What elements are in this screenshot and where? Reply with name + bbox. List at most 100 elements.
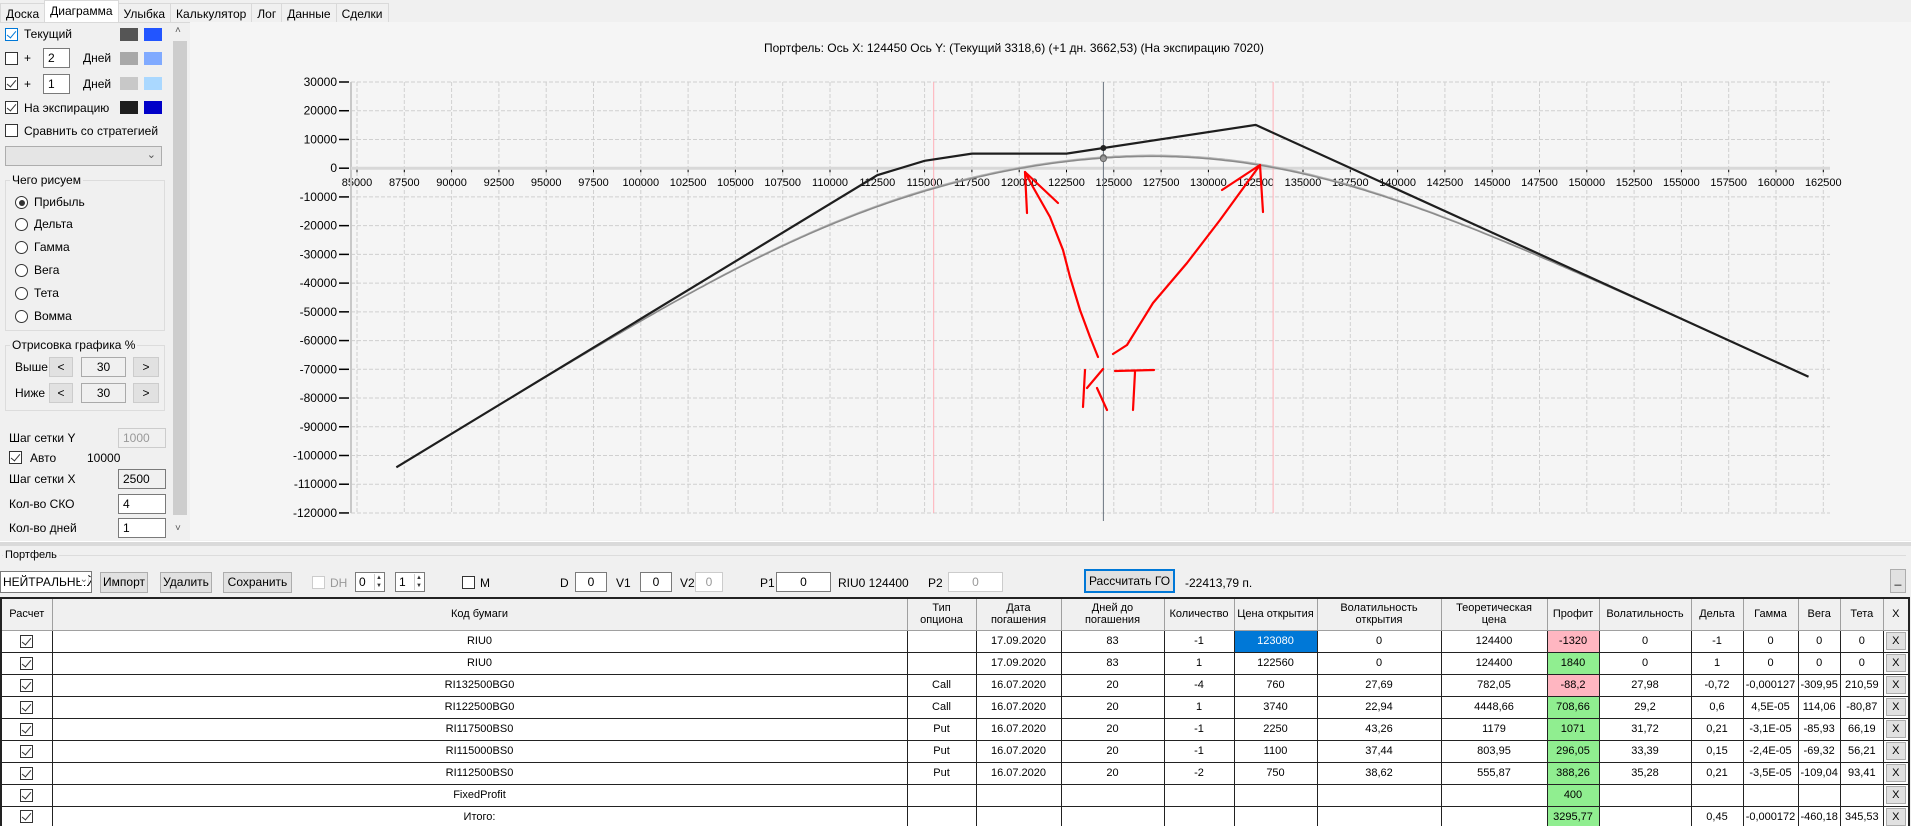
cell-1[interactable]: [906, 805, 977, 826]
profit-cell[interactable]: 400: [1546, 783, 1600, 807]
cell-4[interactable]: -2: [1163, 761, 1235, 785]
calc-checkbox[interactable]: [20, 744, 34, 758]
tab-board[interactable]: Доска: [0, 3, 46, 23]
calc-checkbox[interactable]: [20, 678, 34, 692]
remove-row-button[interactable]: X: [1885, 698, 1906, 716]
column-header[interactable]: Профит: [1546, 597, 1600, 631]
cell-3[interactable]: 20: [1060, 739, 1165, 763]
above-decrease-button[interactable]: <: [49, 357, 73, 377]
column-header[interactable]: Гамма: [1742, 597, 1799, 631]
column-header[interactable]: Дельта: [1690, 597, 1744, 631]
cell-1[interactable]: Call: [906, 695, 977, 719]
cell-10[interactable]: 0,21: [1690, 717, 1744, 741]
tab-log[interactable]: Лог: [251, 3, 283, 23]
cell-11[interactable]: -0,000172: [1742, 805, 1799, 826]
cell-6[interactable]: 38,62: [1316, 761, 1442, 785]
cell-11[interactable]: 0: [1742, 629, 1799, 653]
column-header[interactable]: Вега: [1797, 597, 1841, 631]
cell-12[interactable]: 0: [1797, 629, 1841, 653]
table-row[interactable]: RIU0 17.09.2020 83 -1 123080 0 124400 -1320 0 -1 0…: [0, 629, 1910, 653]
remove-cell[interactable]: X: [1882, 717, 1910, 741]
column-header[interactable]: Код бумаги: [51, 597, 908, 631]
column-header[interactable]: Расчет: [0, 597, 53, 631]
cell-11[interactable]: -2,4E-05: [1742, 739, 1799, 763]
remove-cell[interactable]: X: [1882, 651, 1910, 675]
cell-13[interactable]: 345,53: [1839, 805, 1884, 826]
grid-y-input[interactable]: 1000: [118, 428, 166, 448]
remove-cell[interactable]: X: [1882, 761, 1910, 785]
cell-13[interactable]: 66,19: [1839, 717, 1884, 741]
cell-1[interactable]: Put: [906, 761, 977, 785]
column-header[interactable]: Дата погашения: [975, 597, 1062, 631]
calc-cell[interactable]: [0, 651, 53, 675]
cell-6[interactable]: 0: [1316, 629, 1442, 653]
v1-input[interactable]: 0: [640, 572, 672, 592]
remove-row-button[interactable]: X: [1885, 632, 1906, 650]
cell-7[interactable]: [1440, 805, 1548, 826]
cell-12[interactable]: -85,93: [1797, 717, 1841, 741]
cell-4[interactable]: -4: [1163, 673, 1235, 697]
plus1-alt-color-swatch[interactable]: [144, 77, 162, 90]
cell-10[interactable]: [1690, 783, 1744, 807]
cell-10[interactable]: 0,45: [1690, 805, 1744, 826]
p2-input[interactable]: 0: [948, 572, 1003, 592]
cell-1[interactable]: Put: [906, 739, 977, 763]
cell-10[interactable]: 0,21: [1690, 761, 1744, 785]
calc-cell[interactable]: [0, 673, 53, 697]
tab-smile[interactable]: Улыбка: [117, 3, 172, 23]
calc-checkbox[interactable]: [20, 656, 34, 670]
cell-5[interactable]: 2250: [1233, 717, 1318, 741]
current-checkbox[interactable]: [5, 28, 18, 41]
remove-row-button[interactable]: X: [1885, 742, 1906, 760]
calc-checkbox[interactable]: [20, 722, 34, 736]
below-value[interactable]: 30: [81, 383, 126, 403]
cell-4[interactable]: -1: [1163, 629, 1235, 653]
minimize-button[interactable]: _: [1890, 569, 1906, 593]
cell-13[interactable]: 0: [1839, 629, 1884, 653]
table-row[interactable]: RI132500BG0 Call 16.07.2020 20 -4 760 27,69 782…: [0, 673, 1910, 697]
strategy-dropdown[interactable]: ⌄: [5, 146, 162, 166]
cell-7[interactable]: 555,87: [1440, 761, 1548, 785]
cell-9[interactable]: 31,72: [1598, 717, 1692, 741]
calc-cell[interactable]: [0, 761, 53, 785]
profit-cell[interactable]: -1320: [1546, 629, 1600, 653]
calc-cell[interactable]: [0, 783, 53, 807]
below-decrease-button[interactable]: <: [49, 383, 73, 403]
cell-3[interactable]: 83: [1060, 651, 1165, 675]
cell-2[interactable]: 16.07.2020: [975, 761, 1062, 785]
profit-cell[interactable]: 388,26: [1546, 761, 1600, 785]
cell-7[interactable]: 803,95: [1440, 739, 1548, 763]
radio-vomma[interactable]: [15, 310, 28, 323]
cell-0[interactable]: RIU0: [51, 651, 908, 675]
remove-cell[interactable]: X: [1882, 673, 1910, 697]
table-row[interactable]: RI122500BG0 Call 16.07.2020 20 1 3740 22,94 444…: [0, 695, 1910, 719]
cell-5[interactable]: 750: [1233, 761, 1318, 785]
cell-6[interactable]: 0: [1316, 651, 1442, 675]
cell-2[interactable]: 16.07.2020: [975, 717, 1062, 741]
delete-button[interactable]: Удалить: [160, 572, 212, 593]
table-row[interactable]: FixedProfit 400 X: [0, 783, 1910, 807]
cell-11[interactable]: -3,1E-05: [1742, 717, 1799, 741]
below-increase-button[interactable]: >: [133, 383, 159, 403]
cell-3[interactable]: [1060, 783, 1165, 807]
cell-3[interactable]: 20: [1060, 695, 1165, 719]
cell-9[interactable]: [1598, 783, 1692, 807]
cell-7[interactable]: 124400: [1440, 651, 1548, 675]
cell-7[interactable]: 4448,66: [1440, 695, 1548, 719]
column-header[interactable]: Тета: [1839, 597, 1884, 631]
days-count-input[interactable]: 1: [118, 518, 166, 538]
remove-row-button[interactable]: X: [1885, 720, 1906, 738]
table-row[interactable]: RIU0 17.09.2020 83 1 122560 0 124400 1840 0 1 0 0 0 X: [0, 651, 1910, 675]
column-header[interactable]: Волатильность открытия: [1316, 597, 1442, 631]
scroll-up-icon[interactable]: ˄: [175, 25, 181, 36]
plus-days-2-checkbox[interactable]: [5, 52, 18, 65]
cell-3[interactable]: 20: [1060, 673, 1165, 697]
plus-days-2-input[interactable]: 2: [43, 48, 70, 68]
remove-cell[interactable]: X: [1882, 629, 1910, 653]
calc-checkbox[interactable]: [20, 810, 34, 824]
cell-2[interactable]: 17.09.2020: [975, 629, 1062, 653]
cell-12[interactable]: 114,06: [1797, 695, 1841, 719]
spinner-arrows-icon[interactable]: ▲ ▼: [374, 574, 383, 590]
cell-3[interactable]: 20: [1060, 761, 1165, 785]
cell-0[interactable]: FixedProfit: [51, 783, 908, 807]
